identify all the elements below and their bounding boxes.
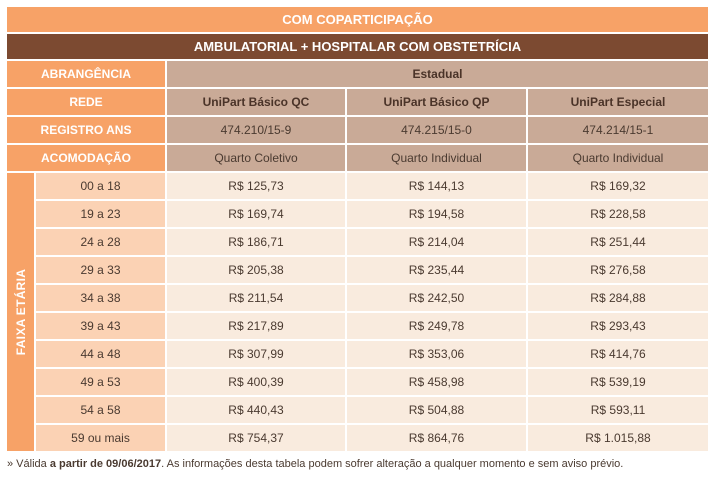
price-cell: R$ 211,54 bbox=[167, 285, 345, 311]
price-cell: R$ 400,39 bbox=[167, 369, 345, 395]
price-cell: R$ 217,89 bbox=[167, 313, 345, 339]
price-cell: R$ 186,71 bbox=[167, 229, 345, 255]
faixa-etaria-label: FAIXA ETÁRIA bbox=[13, 268, 28, 356]
table-row: 34 a 38 R$ 211,54 R$ 242,50 R$ 284,88 bbox=[36, 285, 708, 311]
table-row: 44 a 48 R$ 307,99 R$ 353,06 R$ 414,76 bbox=[36, 341, 708, 367]
price-cell: R$ 276,58 bbox=[528, 257, 708, 283]
acomodacao-value: Quarto Individual bbox=[347, 145, 526, 171]
price-cell: R$ 539,19 bbox=[528, 369, 708, 395]
price-cell: R$ 242,50 bbox=[347, 285, 526, 311]
abrangencia-label: ABRANGÊNCIA bbox=[7, 61, 165, 87]
acomodacao-label: ACOMODAÇÃO bbox=[7, 145, 165, 171]
table-row: 54 a 58 R$ 440,43 R$ 504,88 R$ 593,11 bbox=[36, 397, 708, 423]
age-range: 34 a 38 bbox=[36, 285, 165, 311]
acomodacao-value: Quarto Coletivo bbox=[167, 145, 345, 171]
registro-row: REGISTRO ANS 474.210/15-9 474.215/15-0 4… bbox=[7, 117, 708, 143]
footnote-date: a partir de 09/06/2017 bbox=[49, 458, 162, 470]
acomodacao-value: Quarto Individual bbox=[528, 145, 708, 171]
price-cell: R$ 593,11 bbox=[528, 397, 708, 423]
registro-value: 474.215/15-0 bbox=[347, 117, 526, 143]
price-cell: R$ 169,74 bbox=[167, 201, 345, 227]
table-subtitle: AMBULATORIAL + HOSPITALAR COM OBSTETRÍCI… bbox=[7, 34, 708, 59]
abrangencia-row: ABRANGÊNCIA Estadual bbox=[7, 61, 708, 87]
price-cell: R$ 169,32 bbox=[528, 173, 708, 199]
registro-value: 474.210/15-9 bbox=[167, 117, 345, 143]
price-cell: R$ 125,73 bbox=[167, 173, 345, 199]
age-range: 29 a 33 bbox=[36, 257, 165, 283]
age-range: 24 a 28 bbox=[36, 229, 165, 255]
table-row: 19 a 23 R$ 169,74 R$ 194,58 R$ 228,58 bbox=[36, 201, 708, 227]
footnote: » Válida a partir de 09/06/2017. As info… bbox=[7, 458, 623, 470]
price-cell: R$ 214,04 bbox=[347, 229, 526, 255]
price-cell: R$ 228,58 bbox=[528, 201, 708, 227]
rede-label: REDE bbox=[7, 89, 165, 115]
price-cell: R$ 249,78 bbox=[347, 313, 526, 339]
price-cell: R$ 1.015,88 bbox=[528, 425, 708, 451]
price-cell: R$ 307,99 bbox=[167, 341, 345, 367]
price-cell: R$ 235,44 bbox=[347, 257, 526, 283]
age-range: 00 a 18 bbox=[36, 173, 165, 199]
abrangencia-value: Estadual bbox=[167, 61, 708, 87]
acomodacao-row: ACOMODAÇÃO Quarto Coletivo Quarto Indivi… bbox=[7, 145, 708, 171]
table-row: 29 a 33 R$ 205,38 R$ 235,44 R$ 276,58 bbox=[36, 257, 708, 283]
age-range: 19 a 23 bbox=[36, 201, 165, 227]
plan-name: UniPart Básico QP bbox=[347, 89, 526, 115]
plan-name: UniPart Especial bbox=[528, 89, 708, 115]
plan-name: UniPart Básico QC bbox=[167, 89, 345, 115]
price-cell: R$ 414,76 bbox=[528, 341, 708, 367]
age-range: 59 ou mais bbox=[36, 425, 165, 451]
table-row: 39 a 43 R$ 217,89 R$ 249,78 R$ 293,43 bbox=[36, 313, 708, 339]
price-cell: R$ 144,13 bbox=[347, 173, 526, 199]
price-cell: R$ 251,44 bbox=[528, 229, 708, 255]
table-title: COM COPARTICIPAÇÃO bbox=[7, 7, 708, 32]
footnote-prefix: » Válida bbox=[7, 458, 50, 470]
rede-row: REDE UniPart Básico QC UniPart Básico QP… bbox=[7, 89, 708, 115]
price-cell: R$ 864,76 bbox=[347, 425, 526, 451]
table-row: 59 ou mais R$ 754,37 R$ 864,76 R$ 1.015,… bbox=[36, 425, 708, 451]
price-cell: R$ 353,06 bbox=[347, 341, 526, 367]
footnote-suffix: . As informações desta tabela podem sofr… bbox=[161, 458, 624, 470]
price-cell: R$ 194,58 bbox=[347, 201, 526, 227]
price-cell: R$ 754,37 bbox=[167, 425, 345, 451]
registro-value: 474.214/15-1 bbox=[528, 117, 708, 143]
age-range: 54 a 58 bbox=[36, 397, 165, 423]
faixa-etaria-label-cell: FAIXA ETÁRIA bbox=[7, 173, 34, 451]
faixa-etaria-section: FAIXA ETÁRIA 00 a 18 R$ 125,73 R$ 144,13… bbox=[7, 173, 708, 451]
price-rows: 00 a 18 R$ 125,73 R$ 144,13 R$ 169,32 19… bbox=[36, 173, 708, 451]
table-row: 49 a 53 R$ 400,39 R$ 458,98 R$ 539,19 bbox=[36, 369, 708, 395]
price-cell: R$ 293,43 bbox=[528, 313, 708, 339]
table-row: 00 a 18 R$ 125,73 R$ 144,13 R$ 169,32 bbox=[36, 173, 708, 199]
age-range: 49 a 53 bbox=[36, 369, 165, 395]
price-cell: R$ 440,43 bbox=[167, 397, 345, 423]
price-cell: R$ 504,88 bbox=[347, 397, 526, 423]
age-range: 44 a 48 bbox=[36, 341, 165, 367]
price-cell: R$ 205,38 bbox=[167, 257, 345, 283]
registro-label: REGISTRO ANS bbox=[7, 117, 165, 143]
age-range: 39 a 43 bbox=[36, 313, 165, 339]
price-cell: R$ 458,98 bbox=[347, 369, 526, 395]
price-cell: R$ 284,88 bbox=[528, 285, 708, 311]
price-table: COM COPARTICIPAÇÃO AMBULATORIAL + HOSPIT… bbox=[7, 7, 708, 451]
table-row: 24 a 28 R$ 186,71 R$ 214,04 R$ 251,44 bbox=[36, 229, 708, 255]
